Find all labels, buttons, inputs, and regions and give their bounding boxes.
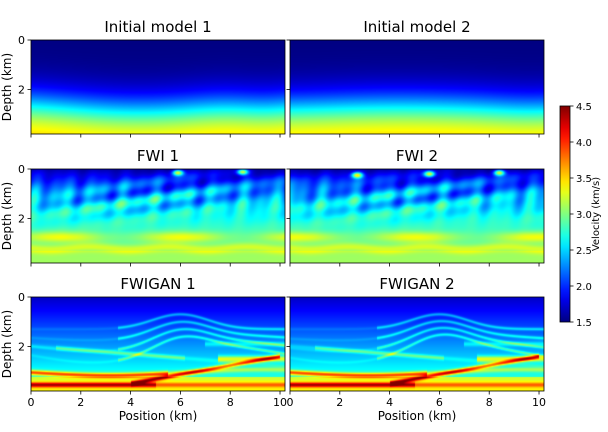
panel-frame [30,168,286,264]
colorbar-tick-label: 3.0 [576,210,592,221]
x-tick-label: 6 [177,396,184,409]
y-tick-label: 2 [18,83,25,96]
x-tick-label: 10 [273,396,287,409]
colorbar-tick-label: 2.5 [576,246,592,257]
y-axis-label: Depth (km) [0,53,14,121]
y-tick-label: 0 [18,291,25,304]
panel-title: Initial model 2 [363,18,470,36]
panel-title: Initial model 1 [104,18,211,36]
y-tick-label: 2 [18,212,25,225]
colorbar-tick-label: 2.0 [576,282,592,293]
panel-initial-model-1: Initial model 1 0 2 Depth (km) [0,18,286,138]
y-tick-label: 0 [18,34,25,47]
x-tick-label: 6 [436,396,443,409]
y-axis-label: Depth (km) [0,310,14,378]
x-tick-label: 0 [287,396,294,409]
heatmap-image [290,297,544,391]
panel-title: FWIGAN 1 [120,275,195,293]
panel-frame [30,39,286,135]
colorbar-gradient [559,105,571,323]
panel-fwigan-1: FWIGAN 1 0 2 Depth (km) 0 2 4 6 8 10 Position (km) [0,275,287,423]
x-tick-label: 8 [227,396,234,409]
x-axis-label: Position (km) [378,409,457,423]
panel-frame [289,296,545,392]
panel-title: FWIGAN 2 [379,275,454,293]
panel-frame [289,39,545,135]
panel-fwigan-2: FWIGAN 2 0 2 4 6 8 10 Position (km) [286,275,546,423]
x-tick-label: 10 [532,396,546,409]
colorbar: 1.5 2.0 2.5 3.0 3.5 4.0 4.5 Velocity (km/s) [559,102,602,329]
x-tick-label: 2 [77,396,84,409]
colorbar-tick-label: 1.5 [576,318,592,329]
panel-fwi-2: FWI 2 [286,147,545,267]
panel-frame [289,168,545,264]
panel-title: FWI 2 [396,147,438,165]
panel-title: FWI 1 [137,147,179,165]
heatmap-image [290,169,544,263]
x-tick-label: 4 [127,396,134,409]
y-axis-label: Depth (km) [0,182,14,250]
x-tick-label: 4 [386,396,393,409]
x-axis-label: Position (km) [119,409,198,423]
colorbar-tick-label: 3.5 [576,174,592,185]
heatmap-image [31,169,285,263]
heatmap-image [31,40,285,134]
colorbar-tick-label: 4.0 [576,138,592,149]
x-tick-label: 8 [486,396,493,409]
heatmap-image [31,297,285,391]
panel-fwi-1: FWI 1 0 2 Depth (km) [0,147,286,267]
y-tick-label: 2 [18,340,25,353]
x-tick-label: 0 [28,396,35,409]
colorbar-tick-label: 4.5 [576,102,592,113]
panel-initial-model-2: Initial model 2 [286,18,545,138]
x-tick-label: 2 [336,396,343,409]
y-tick-label: 0 [18,163,25,176]
panel-frame [30,296,286,392]
colorbar-label: Velocity (km/s) [591,177,602,251]
heatmap-image [290,40,544,134]
